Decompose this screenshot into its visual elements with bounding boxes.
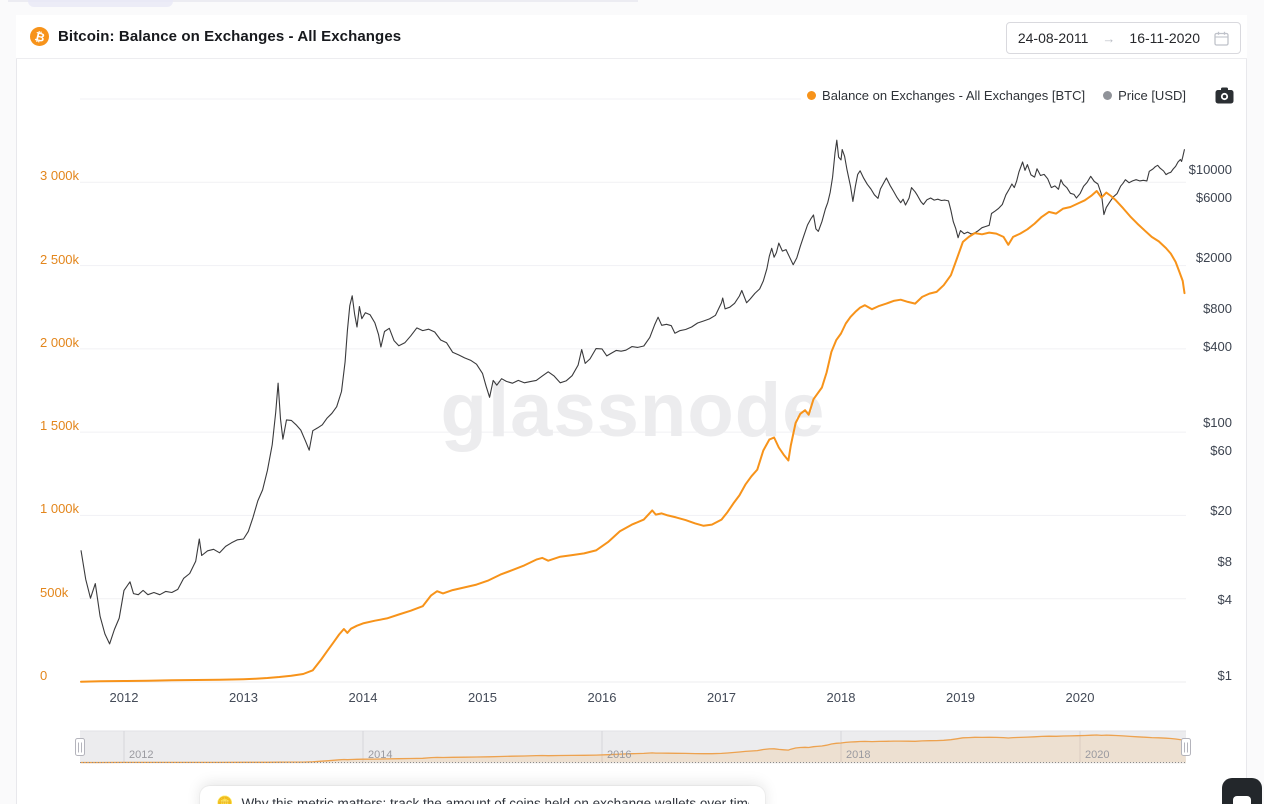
title-wrap: ₿ Bitcoin: Balance on Exchanges - All Ex… <box>30 27 401 46</box>
camera-icon <box>1215 87 1234 104</box>
calendar-icon[interactable] <box>1214 31 1229 46</box>
balance-line <box>80 190 1186 683</box>
bitcoin-icon: ₿ <box>30 27 49 46</box>
date-range-arrow-icon: → <box>1102 30 1116 46</box>
chat-bubble-icon <box>1233 796 1251 804</box>
legend-item-balance[interactable]: Balance on Exchanges - All Exchanges [BT… <box>807 88 1085 103</box>
chart-title: Bitcoin: Balance on Exchanges - All Exch… <box>58 28 402 45</box>
start-date-input[interactable]: 24-08-2011 <box>1017 30 1089 46</box>
legend-dot-balance <box>807 91 817 100</box>
chart-header: ₿ Bitcoin: Balance on Exchanges - All Ex… <box>16 15 1247 59</box>
legend-dot-price <box>1103 91 1113 100</box>
top-edge-tab-remnant <box>28 0 173 7</box>
navigator-line <box>81 734 1185 764</box>
navigator-handle-right[interactable] <box>1181 738 1191 756</box>
camera-button[interactable] <box>1215 87 1234 104</box>
legend-label-price: Price [USD] <box>1118 88 1186 103</box>
tooltip-text: Why this metric matters: track the amoun… <box>241 796 749 804</box>
legend-label-balance: Balance on Exchanges - All Exchanges [BT… <box>822 88 1086 103</box>
top-edge-remnant <box>8 0 638 2</box>
end-date-input[interactable]: 16-11-2020 <box>1129 30 1200 46</box>
chart-legend: Balance on Exchanges - All Exchanges [BT… <box>801 87 1234 104</box>
price-line <box>80 139 1186 645</box>
navigator-track[interactable] <box>80 731 1186 764</box>
navigator-area <box>80 735 1186 763</box>
onboarding-tooltip[interactable]: 🪙 Why this metric matters: track the amo… <box>200 786 765 804</box>
chart-card <box>16 15 1247 804</box>
legend-item-price[interactable]: Price [USD] <box>1103 88 1186 103</box>
coin-emoji-icon: 🪙 <box>216 795 234 804</box>
date-range-picker[interactable]: 24-08-2011 → 16-11-2020 <box>1005 22 1241 54</box>
navigator-handle-left[interactable] <box>75 738 85 756</box>
chat-widget-button[interactable] <box>1222 778 1262 804</box>
glassnode-watermark: glassnode <box>441 368 826 453</box>
